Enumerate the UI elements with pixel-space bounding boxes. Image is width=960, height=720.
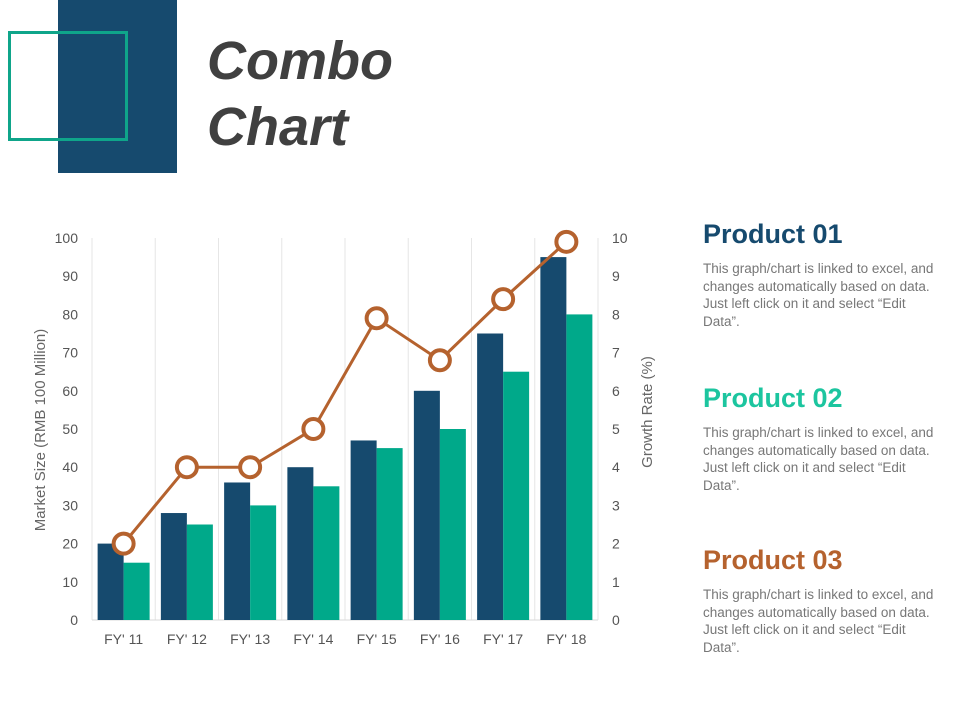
bar-product-02 <box>186 524 213 620</box>
y-tick-label: 80 <box>62 306 78 322</box>
line-point-marker <box>554 229 579 254</box>
bar-product-01 <box>160 513 187 620</box>
bar-product-02 <box>376 448 403 620</box>
bar-product-01 <box>540 257 567 620</box>
line-point-marker <box>364 306 389 331</box>
y-tick-label: 20 <box>62 536 78 552</box>
y2-axis-title: Growth Rate (%) <box>639 356 656 468</box>
bar-product-02 <box>439 429 466 620</box>
line-point-marker <box>491 287 516 312</box>
y2-tick-label: 6 <box>612 383 620 399</box>
y-tick-label: 60 <box>62 383 78 399</box>
header-accent-frame <box>8 31 128 141</box>
bar-product-01 <box>413 390 440 620</box>
y2-tick-label: 9 <box>612 268 620 284</box>
line-point-marker <box>111 531 136 556</box>
x-tick-label: FY' 18 <box>546 631 586 647</box>
y2-tick-label: 2 <box>612 536 620 552</box>
header-accent-block <box>58 0 177 173</box>
bar-product-02 <box>566 314 593 620</box>
bar-product-02 <box>250 505 277 620</box>
y-tick-label: 100 <box>55 230 79 246</box>
product-description-2: This graph/chart is linked to excel, and… <box>703 425 934 493</box>
bar-product-01 <box>97 543 124 620</box>
y-tick-label: 90 <box>62 268 78 284</box>
slide-title: Combo Chart <box>207 28 393 160</box>
y-axis-title: Market Size (RMB 100 Million) <box>32 329 49 532</box>
x-tick-label: FY' 13 <box>230 631 270 647</box>
line-point-marker <box>238 455 263 480</box>
product-card-3: Product 03 This graph/chart is linked to… <box>703 544 943 656</box>
bar-product-01 <box>477 333 504 620</box>
chart-line <box>111 229 579 556</box>
x-tick-label: FY' 16 <box>420 631 460 647</box>
bar-product-02 <box>313 486 340 620</box>
y-tick-label: 0 <box>70 612 78 628</box>
bar-product-02 <box>123 562 150 620</box>
product-description-1: This graph/chart is linked to excel, and… <box>703 261 934 329</box>
y-tick-label: 70 <box>62 345 78 361</box>
chart-labels: 0 10 20 30 40 50 60 70 80 90 100 0 1 2 3 4 5 6 7 8 9 10 FY' 11… <box>55 230 628 647</box>
y-tick-label: 50 <box>62 421 78 437</box>
x-tick-label: FY' 12 <box>167 631 207 647</box>
product-title-1: Product 01 <box>703 219 843 249</box>
line-point-marker <box>174 455 199 480</box>
y2-tick-label: 7 <box>612 345 620 361</box>
x-tick-label: FY' 14 <box>293 631 333 647</box>
y2-tick-label: 1 <box>612 574 620 590</box>
bar-product-01 <box>224 482 251 620</box>
bar-product-01 <box>350 440 377 620</box>
y2-tick-label: 10 <box>612 230 628 246</box>
product-card-2: Product 02 This graph/chart is linked to… <box>703 382 943 494</box>
x-tick-label: FY' 11 <box>104 631 143 647</box>
y-tick-label: 10 <box>62 574 78 590</box>
y2-tick-label: 5 <box>612 421 620 437</box>
x-tick-label: FY' 15 <box>357 631 397 647</box>
combo-chart: 0 10 20 30 40 50 60 70 80 90 100 0 1 2 3 4 5 6 7 8 9 10 FY' 11… <box>32 229 656 647</box>
product-description-3: This graph/chart is linked to excel, and… <box>703 587 934 655</box>
product-card-1: Product 01 This graph/chart is linked to… <box>703 218 943 330</box>
y-tick-label: 40 <box>62 459 78 475</box>
bar-product-02 <box>503 371 530 620</box>
line-point-marker <box>427 348 452 373</box>
y-tick-label: 30 <box>62 497 78 513</box>
y2-tick-label: 3 <box>612 497 620 513</box>
chart-bars <box>97 257 593 620</box>
product-title-3: Product 03 <box>703 545 843 575</box>
product-title-2: Product 02 <box>703 383 843 413</box>
line-point-marker <box>301 417 326 441</box>
y2-tick-label: 4 <box>612 459 620 475</box>
y2-tick-label: 8 <box>612 306 620 322</box>
title-line-2: Chart <box>207 97 349 157</box>
x-tick-label: FY' 17 <box>483 631 523 647</box>
bar-product-01 <box>287 467 314 620</box>
y2-tick-label: 0 <box>612 612 620 628</box>
title-line-1: Combo <box>207 31 393 91</box>
